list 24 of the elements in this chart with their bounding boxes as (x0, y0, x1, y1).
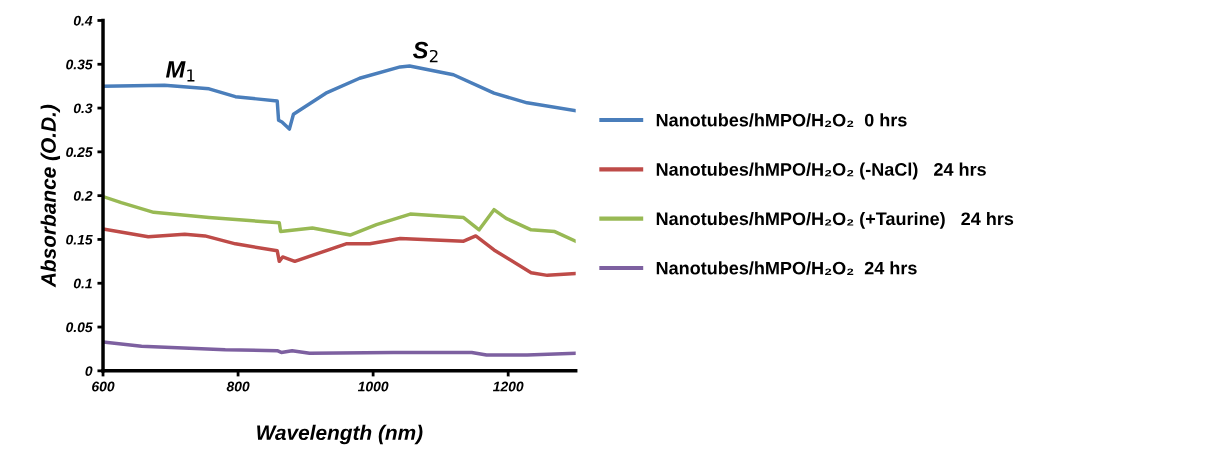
x-tick-label: 1000 (357, 381, 389, 392)
x-axis-title: Wavelength (nm) (257, 424, 423, 445)
legend-label: Nanotubes/hMPO/H₂O₂ 0 hrs (656, 113, 907, 127)
x-tick-label: 800 (226, 381, 250, 392)
y-tick-label: 0.05 (66, 322, 93, 333)
y-tick-label: 0.25 (66, 147, 93, 158)
y-tick-label: 0.1 (73, 278, 92, 289)
y-tick-label: 0.3 (73, 103, 93, 114)
legend-label: Nanotubes/hMPO/H₂O₂ (+Taurine) 24 hrs (656, 211, 1014, 229)
y-tick-label: 0.35 (66, 59, 93, 70)
y-tick-label: 0.4 (73, 15, 93, 26)
annotation: M$_{1}$ (165, 61, 195, 82)
annotation: S$_{2}$ (412, 41, 438, 63)
y-tick-label: 0 (85, 366, 93, 376)
x-tick-label: 1200 (492, 381, 524, 392)
line-series (103, 340, 576, 357)
x-tick-label: 600 (92, 381, 115, 392)
line-series (103, 227, 576, 278)
line-series (103, 194, 576, 243)
legend-label: Nanotubes/hMPO/H₂O₂ 24 hrs (656, 261, 917, 275)
legend-label: Nanotubes/hMPO/H₂O₂ (-NaCl) 24 hrs (656, 162, 986, 180)
y-tick-label: 0.2 (73, 190, 93, 201)
y-axis-title: Absorbance (O.D.) (40, 104, 61, 288)
y-tick-label: 0.15 (66, 234, 93, 245)
